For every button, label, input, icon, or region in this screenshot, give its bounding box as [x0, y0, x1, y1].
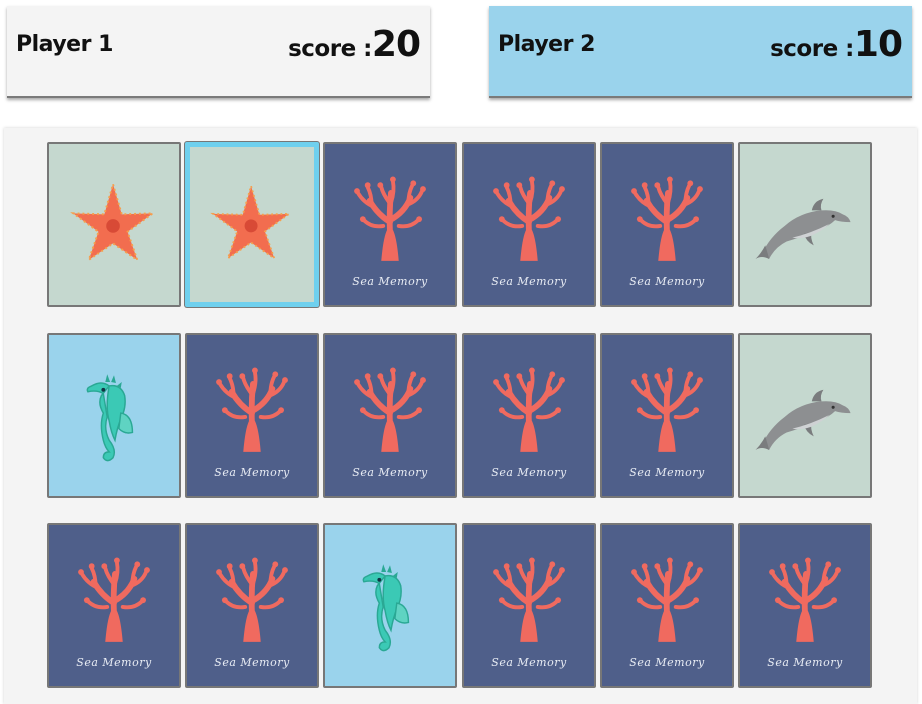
dolphin-icon: [755, 198, 851, 259]
player-1-score: score :20: [288, 24, 421, 65]
coral-icon: [493, 557, 565, 642]
card-brand-text: Sea Memory: [214, 656, 290, 669]
card-board: Sea Memory Sea Memory: [4, 128, 917, 704]
card-starfish[interactable]: [185, 142, 319, 307]
card-brand-text: Sea Memory: [629, 466, 705, 479]
coral-icon: [769, 557, 841, 642]
coral-icon: [354, 176, 426, 261]
card-brand-text: Sea Memory: [352, 275, 428, 288]
card-seahorse[interactable]: [47, 333, 181, 498]
coral-icon: [631, 367, 703, 452]
player-1-score-label: score :: [288, 36, 372, 62]
card-back[interactable]: Sea Memory: [738, 523, 872, 688]
coral-icon: [631, 176, 703, 261]
dolphin-icon: [755, 389, 851, 450]
card-starfish[interactable]: [47, 142, 181, 307]
card-dolphin[interactable]: [738, 333, 872, 498]
card-back[interactable]: Sea Memory: [462, 523, 596, 688]
coral-icon: [78, 557, 150, 642]
card-brand-text: Sea Memory: [76, 656, 152, 669]
coral-icon: [216, 367, 288, 452]
player-1-name: Player 1: [16, 32, 113, 57]
card-brand-text: Sea Memory: [214, 466, 290, 479]
player-2-name: Player 2: [498, 32, 595, 57]
player-2-score-value: 10: [853, 24, 903, 65]
card-back[interactable]: Sea Memory: [600, 142, 734, 307]
starfish-icon: [70, 180, 156, 263]
coral-icon: [216, 557, 288, 642]
card-back[interactable]: Sea Memory: [185, 333, 319, 498]
card-brand-text: Sea Memory: [491, 466, 567, 479]
card-back[interactable]: Sea Memory: [323, 142, 457, 307]
player-2-score-label: score :: [770, 36, 854, 62]
card-back[interactable]: Sea Memory: [462, 333, 596, 498]
card-brand-text: Sea Memory: [491, 656, 567, 669]
coral-icon: [493, 367, 565, 452]
card-back[interactable]: Sea Memory: [185, 523, 319, 688]
card-dolphin[interactable]: [738, 142, 872, 307]
player-1-score-value: 20: [371, 24, 421, 65]
card-brand-text: Sea Memory: [629, 275, 705, 288]
coral-icon: [354, 367, 426, 452]
coral-icon: [631, 557, 703, 642]
card-back[interactable]: Sea Memory: [600, 523, 734, 688]
player-2-score: score :10: [770, 24, 903, 65]
card-brand-text: Sea Memory: [491, 275, 567, 288]
player-1-panel: Player 1 score :20: [7, 6, 430, 98]
card-seahorse[interactable]: [323, 523, 457, 688]
card-back[interactable]: Sea Memory: [462, 142, 596, 307]
starfish-icon: [210, 182, 292, 261]
coral-icon: [493, 176, 565, 261]
seahorse-icon: [86, 374, 134, 462]
seahorse-icon: [362, 564, 410, 652]
card-back[interactable]: Sea Memory: [600, 333, 734, 498]
player-2-panel: Player 2 score :10: [489, 6, 912, 98]
card-back[interactable]: Sea Memory: [47, 523, 181, 688]
card-brand-text: Sea Memory: [767, 656, 843, 669]
card-brand-text: Sea Memory: [352, 466, 428, 479]
card-brand-text: Sea Memory: [629, 656, 705, 669]
card-back[interactable]: Sea Memory: [323, 333, 457, 498]
